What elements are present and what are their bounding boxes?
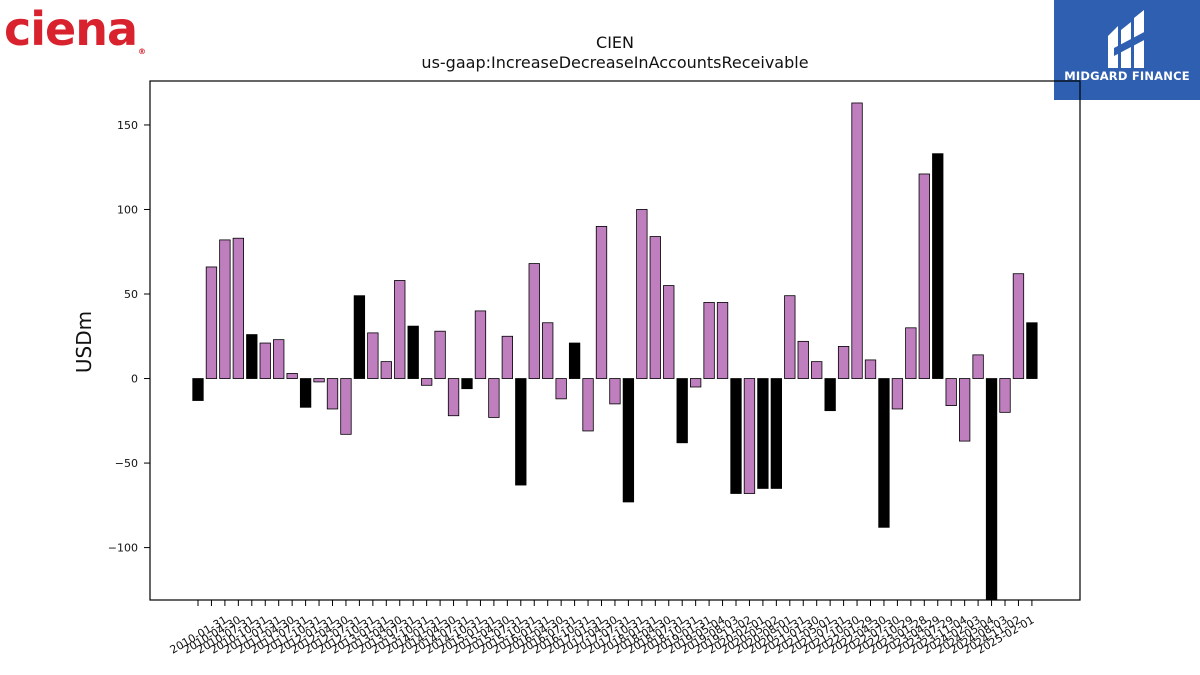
- bar-2022-10-29: [878, 378, 890, 528]
- bar-2023-07-29: [918, 173, 930, 379]
- bar-2013-07-31: [380, 361, 392, 379]
- bar-2021-10-30: [824, 378, 836, 412]
- bar-2018-01-31: [622, 378, 635, 503]
- bar-2015-01-31: [461, 378, 473, 390]
- bar-2020-05-02: [743, 378, 756, 494]
- ciena-logo: ciena®: [4, 2, 146, 56]
- bar-2012-07-31: [326, 378, 339, 410]
- bar-2024-08-03: [972, 354, 984, 379]
- bar-2011-07-31: [273, 339, 285, 379]
- bar-2016-10-31: [555, 378, 567, 400]
- y-axis-label: USDm: [72, 311, 96, 373]
- plot-frame: [149, 80, 1081, 601]
- bar-2013-01-31: [353, 295, 366, 379]
- bar-2024-05-04: [959, 378, 971, 442]
- bar-2014-10-31: [447, 378, 460, 417]
- bar-2022-01-29: [837, 346, 850, 379]
- chart-title: CIEN: [596, 33, 634, 52]
- y-tick-label: 100: [117, 203, 138, 216]
- bar-62: [1026, 322, 1038, 379]
- bar-2016-01-31: [515, 378, 527, 486]
- bar-2010-01-31: [192, 378, 204, 401]
- bar-2015-04-30: [474, 310, 487, 379]
- bar-2024-11-02: [985, 378, 998, 601]
- bar-2018-04-30: [636, 209, 648, 379]
- bar-2022-07-30: [864, 359, 877, 379]
- bar-2014-07-31: [434, 330, 446, 379]
- y-tick-label: −100: [108, 542, 138, 555]
- bar-2017-07-31: [595, 225, 608, 379]
- bar-2019-05-04: [690, 378, 702, 388]
- bar-2023-04-29: [905, 327, 917, 379]
- bar-2015-07-31: [488, 378, 500, 418]
- bar-2013-10-31: [394, 280, 406, 379]
- chart-subtitle: us-gaap:IncreaseDecreaseInAccountsReceiv…: [421, 53, 808, 72]
- y-tick-label: 150: [117, 119, 138, 132]
- bar-2016-07-31: [542, 322, 554, 379]
- bar-2014-01-31: [407, 325, 419, 379]
- bar-2013-04-30: [367, 332, 379, 379]
- bar-2011-04-30: [259, 342, 271, 379]
- bar-2024-02-03: [945, 378, 957, 406]
- bar-2021-07-31: [811, 361, 823, 379]
- bar-2023-11-04: [932, 153, 944, 379]
- bar-2025-02-01: [999, 378, 1011, 413]
- bar-2019-08-03: [703, 302, 715, 379]
- bar-2019-01-31: [676, 378, 688, 444]
- bar-2023-01-28: [891, 378, 904, 410]
- bar-2018-10-31: [663, 285, 675, 379]
- bar-2012-10-31: [340, 378, 352, 435]
- bar-2020-10-31: [770, 378, 782, 489]
- bar-2012-04-30: [313, 378, 325, 383]
- bar-2021-01-30: [784, 295, 796, 379]
- bar-2011-01-31: [246, 334, 258, 379]
- bar-2010-10-31: [232, 237, 245, 379]
- bar-2015-10-31: [501, 335, 514, 379]
- bar-2020-02-01: [730, 378, 742, 494]
- bar-2012-01-31: [299, 378, 312, 408]
- bar-2017-10-31: [609, 378, 621, 405]
- bar-2010-07-31: [219, 239, 231, 379]
- bar-2016-04-30: [528, 263, 540, 379]
- bar-2010-04-30: [205, 266, 218, 379]
- y-tick-label: 50: [124, 288, 138, 301]
- bar-2019-11-02: [716, 302, 729, 379]
- y-tick-label: −50: [115, 457, 138, 470]
- bar-2018-07-31: [649, 236, 661, 379]
- midgard-mark-icon: [1108, 10, 1148, 68]
- y-tick-label: 0: [131, 373, 138, 386]
- bar-2020-08-01: [757, 378, 769, 489]
- bar-2017-01-31: [568, 342, 581, 379]
- midgard-finance-logo: MIDGARD FINANCE: [1054, 0, 1200, 100]
- bar-2017-04-30: [582, 378, 594, 432]
- bar-2021-05-01: [797, 340, 809, 379]
- bar-2022-04-30: [851, 102, 863, 379]
- bar-61: [1012, 273, 1025, 379]
- bar-2011-10-31: [286, 373, 298, 379]
- bar-2014-04-30: [420, 378, 433, 386]
